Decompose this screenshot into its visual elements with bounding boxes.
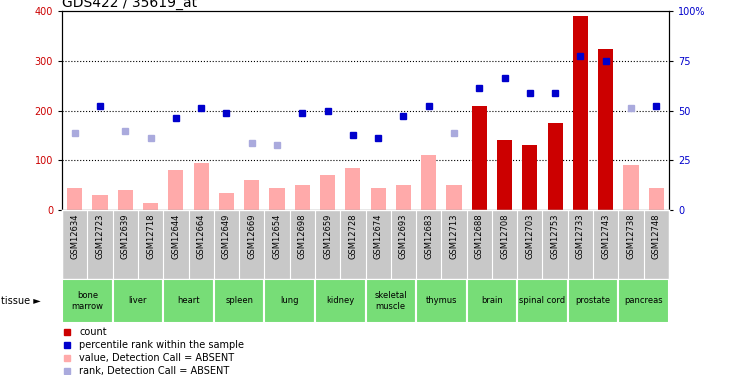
Text: value, Detection Call = ABSENT: value, Detection Call = ABSENT — [79, 353, 234, 363]
Text: GSM12683: GSM12683 — [424, 213, 433, 259]
Bar — [270, 188, 284, 210]
Text: percentile rank within the sample: percentile rank within the sample — [79, 340, 244, 350]
Text: heart: heart — [178, 296, 200, 305]
Bar — [598, 48, 613, 210]
Text: GSM12728: GSM12728 — [349, 213, 357, 259]
Text: pancreas: pancreas — [624, 296, 663, 305]
Text: GSM12703: GSM12703 — [526, 213, 534, 259]
Text: spleen: spleen — [225, 296, 253, 305]
Bar — [573, 16, 588, 210]
Bar — [471, 106, 487, 210]
Text: prostate: prostate — [575, 296, 610, 305]
Text: count: count — [79, 327, 107, 337]
Text: GSM12639: GSM12639 — [121, 213, 130, 259]
Bar — [315, 279, 366, 322]
Text: GSM12649: GSM12649 — [222, 213, 231, 259]
Bar — [648, 188, 664, 210]
Text: GSM12738: GSM12738 — [626, 213, 635, 259]
Bar — [421, 155, 436, 210]
Bar — [67, 188, 83, 210]
Text: tissue ►: tissue ► — [1, 296, 41, 306]
Text: GSM12748: GSM12748 — [652, 213, 661, 259]
Bar — [62, 279, 113, 322]
Text: GSM12669: GSM12669 — [247, 213, 257, 259]
Bar — [244, 180, 260, 210]
Bar — [219, 193, 234, 210]
Text: GSM12718: GSM12718 — [146, 213, 155, 259]
Bar — [518, 279, 568, 322]
Bar — [118, 190, 133, 210]
Text: kidney: kidney — [326, 296, 355, 305]
Text: GSM12753: GSM12753 — [550, 213, 560, 259]
Bar — [548, 123, 563, 210]
Bar — [416, 279, 466, 322]
Text: liver: liver — [129, 296, 147, 305]
Bar — [618, 279, 669, 322]
Bar — [466, 279, 518, 322]
Text: GSM12693: GSM12693 — [399, 213, 408, 259]
Bar — [447, 185, 461, 210]
Text: skeletal
muscle: skeletal muscle — [374, 291, 407, 310]
Text: GSM12743: GSM12743 — [601, 213, 610, 259]
Bar — [168, 170, 183, 210]
Bar — [163, 279, 213, 322]
Text: GSM12723: GSM12723 — [96, 213, 105, 259]
Bar — [320, 175, 335, 210]
Bar — [265, 279, 315, 322]
Bar — [624, 165, 638, 210]
Text: GSM12733: GSM12733 — [576, 213, 585, 259]
Bar — [371, 188, 386, 210]
Text: GSM12688: GSM12688 — [474, 213, 484, 259]
Text: GSM12664: GSM12664 — [197, 213, 205, 259]
Text: GDS422 / 35619_at: GDS422 / 35619_at — [62, 0, 197, 10]
Bar — [395, 185, 411, 210]
Text: rank, Detection Call = ABSENT: rank, Detection Call = ABSENT — [79, 366, 230, 375]
Bar — [295, 185, 310, 210]
Text: GSM12654: GSM12654 — [273, 213, 281, 259]
Text: GSM12644: GSM12644 — [171, 213, 181, 259]
Bar — [522, 146, 537, 210]
Bar — [568, 279, 618, 322]
Text: GSM12713: GSM12713 — [450, 213, 458, 259]
Bar — [92, 195, 107, 210]
Bar — [345, 168, 360, 210]
Bar — [366, 279, 416, 322]
Text: thymus: thymus — [425, 296, 457, 305]
Text: brain: brain — [481, 296, 503, 305]
Bar — [497, 141, 512, 210]
Bar — [113, 279, 163, 322]
Text: GSM12659: GSM12659 — [323, 213, 332, 259]
Text: GSM12708: GSM12708 — [500, 213, 509, 259]
Text: GSM12634: GSM12634 — [70, 213, 79, 259]
Text: GSM12674: GSM12674 — [374, 213, 382, 259]
Bar — [194, 163, 209, 210]
Bar — [143, 202, 158, 210]
Text: lung: lung — [281, 296, 299, 305]
Text: bone
marrow: bone marrow — [72, 291, 103, 310]
Bar — [213, 279, 265, 322]
Text: GSM12698: GSM12698 — [298, 213, 307, 259]
Text: spinal cord: spinal cord — [520, 296, 566, 305]
